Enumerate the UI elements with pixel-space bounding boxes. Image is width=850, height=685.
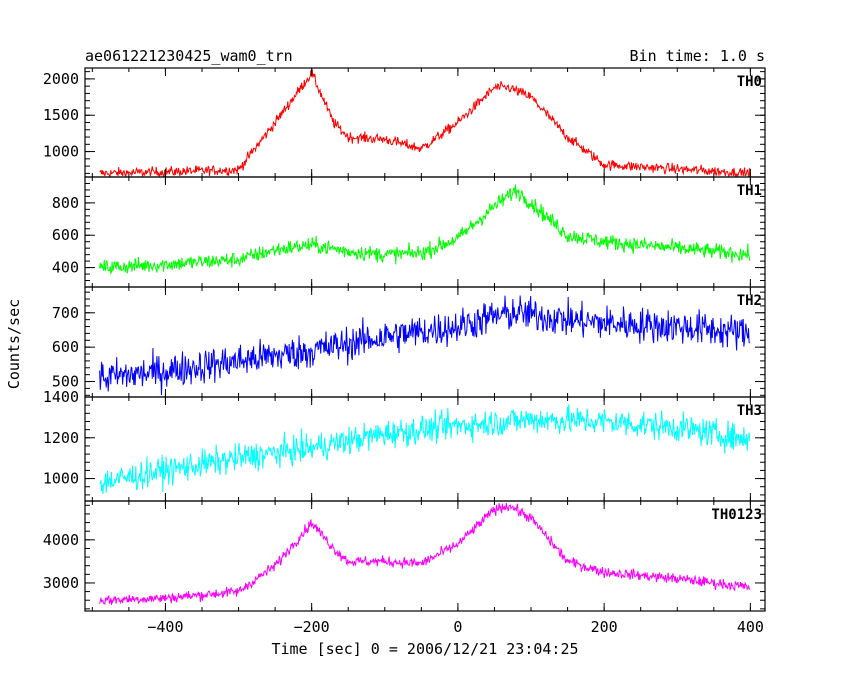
panel-label-th2: TH2 (737, 293, 762, 309)
y-tick-label: 400 (52, 259, 79, 277)
series-line-th0123 (99, 502, 751, 606)
panels-group: 1000 1500 2000 TH0 400 600 800 TH1 500 600 700 TH2 1… (43, 67, 766, 612)
y-tick-label: 2000 (43, 70, 79, 88)
x-axis: −400 −200 0 200 400 (147, 618, 764, 636)
x-tick-label: 0 (453, 618, 462, 636)
y-tick-label: 700 (52, 304, 79, 322)
panel-label-th0: TH0 (737, 74, 762, 90)
panel-label-th1: TH1 (737, 183, 762, 199)
chart-header-left: ae061221230425_wam0_trn (85, 47, 293, 65)
series-line-th0 (99, 69, 751, 178)
y-axis-title: Counts/sec (5, 299, 23, 389)
panel-frame (84, 67, 766, 178)
y-tick-label: 1000 (43, 143, 79, 161)
x-tick-label: −400 (147, 618, 183, 636)
x-tick-label: 200 (591, 618, 618, 636)
panel-label-th0123: TH0123 (711, 507, 762, 523)
panel-frame (84, 396, 766, 502)
panel-th1: 400 600 800 TH1 (52, 176, 766, 288)
y-tick-label: 1500 (43, 106, 79, 124)
panel-th0: 1000 1500 2000 TH0 (43, 67, 766, 178)
y-tick-label: 800 (52, 194, 79, 212)
x-tick-label: −200 (294, 618, 330, 636)
panel-th0123: 3000 4000 TH0123 (43, 500, 766, 612)
panel-frame (84, 500, 766, 612)
y-tick-label: 500 (52, 373, 79, 391)
series-line-th2 (99, 295, 751, 396)
y-tick-label: 3000 (43, 574, 79, 592)
panel-th2: 500 600 700 TH2 (52, 286, 766, 398)
panel-frame (84, 176, 766, 288)
series-line-th1 (99, 184, 751, 276)
series-line-th3 (99, 404, 751, 494)
y-tick-label: 1200 (43, 429, 79, 447)
y-tick-label: 4000 (43, 531, 79, 549)
y-tick-label: 1000 (43, 470, 79, 488)
y-tick-label: 600 (52, 226, 79, 244)
panel-label-th3: TH3 (737, 403, 762, 419)
chart-header-right: Bin time: 1.0 s (630, 47, 765, 65)
x-tick-label: 400 (737, 618, 764, 636)
y-tick-label: 1400 (43, 388, 79, 406)
y-tick-label: 600 (52, 338, 79, 356)
panel-th3: 1000 1200 1400 TH3 (43, 388, 766, 502)
x-axis-title: Time [sec] 0 = 2006/12/21 23:04:25 (271, 640, 578, 658)
